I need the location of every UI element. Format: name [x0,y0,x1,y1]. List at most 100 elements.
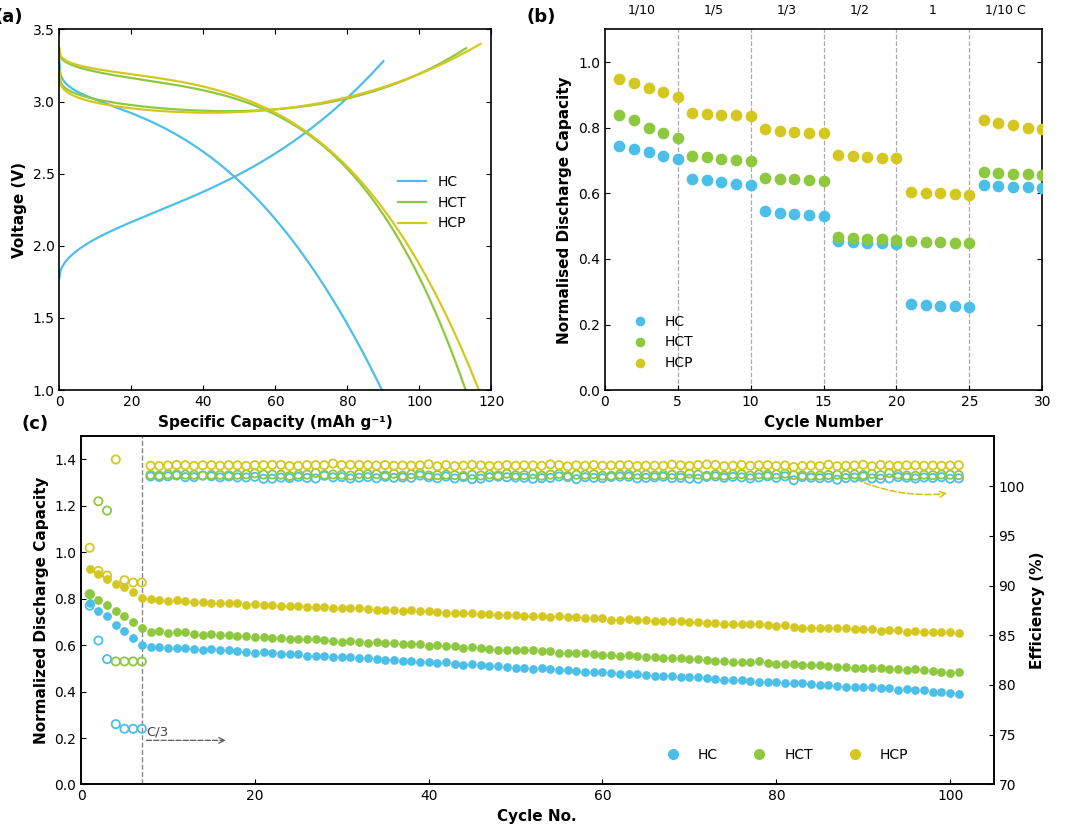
Point [846,662,863,675]
Point [768,472,785,485]
Point [742,109,759,122]
Point [950,472,968,485]
Text: 1/10 C: 1/10 C [985,3,1026,17]
Point [950,687,968,701]
Point [625,143,643,156]
Point [90,564,107,577]
Point [298,633,315,646]
Point [874,237,891,250]
Point [663,458,680,472]
Point [654,468,672,482]
Point [733,467,751,481]
Point [654,614,672,628]
Point [907,472,924,485]
Point [611,612,629,626]
X-axis label: Specific Capacity (mAh g⁻¹): Specific Capacity (mAh g⁻¹) [158,414,393,430]
Point [946,236,963,249]
Point [672,670,689,684]
Point [854,458,872,472]
Point [498,660,515,674]
Point [706,470,724,483]
Point [394,469,411,482]
Point [917,298,934,311]
Point [386,471,403,484]
Point [888,237,905,250]
Point [360,458,377,472]
Point [846,471,863,484]
Point [542,458,559,472]
Point [585,467,603,481]
Point [872,458,889,472]
Point [194,596,212,609]
Point [542,663,559,676]
Point [403,472,420,485]
Point [394,471,411,484]
Point [524,472,541,486]
Point [837,459,854,472]
Point [663,468,680,482]
Point [255,472,272,486]
Point [706,617,724,630]
Point [568,459,585,472]
Point [194,469,212,482]
Point [150,593,167,607]
Y-axis label: Efficiency (%): Efficiency (%) [1030,552,1045,669]
Point [238,645,255,659]
Point [637,669,654,682]
Point [194,628,212,642]
Point [577,612,594,625]
Point [846,459,863,472]
Point [289,648,307,661]
Point [315,458,333,472]
Point [863,472,880,485]
Point [489,469,507,482]
Point [116,609,133,623]
Point [733,471,751,484]
Point [177,458,194,472]
Point [603,649,620,662]
Point [194,459,212,472]
Point [672,651,689,664]
Point [360,652,377,665]
Point [551,467,568,481]
Point [1034,122,1051,136]
Point [455,459,472,472]
Point [272,599,289,612]
Point [646,670,663,683]
Point [637,472,654,485]
Point [289,468,307,482]
Point [124,615,141,628]
Point [360,602,377,615]
Point [386,654,403,667]
Point [446,639,463,653]
Point [837,680,854,693]
Point [611,649,629,663]
Point [446,460,463,473]
Point [551,470,568,483]
Point [420,471,437,484]
Point [751,618,768,631]
Point [534,662,551,675]
Point [116,722,133,736]
Point [684,149,701,162]
Point [990,116,1008,129]
Point [411,605,429,618]
Point [785,658,802,671]
Point [255,458,272,472]
Point [640,81,658,95]
Point [742,656,759,670]
Point [386,467,403,481]
Point [629,472,646,485]
Point [742,469,759,482]
Point [141,459,159,472]
Point [777,470,794,483]
Point [625,76,643,90]
Point [863,661,880,675]
Point [698,672,715,685]
Point [975,112,993,126]
Point [950,666,968,680]
Point [551,458,568,472]
Point [771,172,788,185]
Point [203,468,220,482]
Point [917,186,934,200]
